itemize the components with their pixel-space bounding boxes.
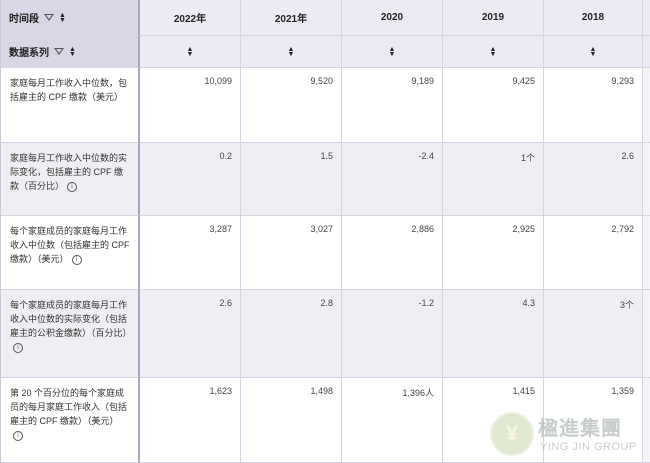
table-cell: -2.4 [342,143,443,216]
column-header-2018[interactable]: 2018 [544,0,643,36]
table-cell: 2.6 [544,143,643,216]
table-cell: 3个 [544,290,643,378]
row-label: 每个家庭成员的家庭每月工作收入中位数（包括雇主的 CPF 缴款）（美元） i [1,216,140,290]
filter-icon[interactable] [44,14,54,21]
sort-icon[interactable]: ▲ ▼ [59,11,66,24]
table-cell: 1,623 [140,378,241,463]
filter-icon[interactable] [54,48,64,55]
column-header-2022[interactable]: 2022年 [140,0,241,36]
info-icon[interactable]: i [67,181,78,192]
table-cell: 3,027 [241,216,342,290]
sort-cell-2022[interactable]: ▲ ▼ [140,36,241,68]
sort-icon[interactable]: ▲ ▼ [489,45,497,58]
watermark-en: YING JIN GROUP [540,441,637,453]
info-icon[interactable]: i [13,342,23,353]
table-cell: 1,498 [241,378,342,463]
column-header-2019[interactable]: 2019 [443,0,544,36]
table-cell: 2.8 [241,290,342,378]
row-overflow [643,68,650,143]
table-cell: -1.2 [342,290,443,378]
sort-icon[interactable]: ▲ ▼ [589,45,597,58]
period-header-label: 时间段 [9,14,39,25]
sort-cell-2021[interactable]: ▲ ▼ [241,36,342,68]
watermark-logo: 楹進集團 YING JIN GROUP [490,408,650,462]
table-cell: 2.6 [140,290,241,378]
table-cell: 1,396人 [342,378,443,463]
table-cell: 2,886 [342,216,443,290]
sort-icon[interactable]: ▲ ▼ [186,45,194,58]
row-overflow [643,290,650,378]
table-cell: 9,293 [544,68,643,143]
sort-icon[interactable]: ▲ ▼ [388,45,396,58]
sort-cell-2019[interactable]: ▲ ▼ [443,36,544,68]
table-cell: 4.3 [443,290,544,378]
table-cell: 2,792 [544,216,643,290]
table-cell: 9,425 [443,68,544,143]
header-overflow [643,0,650,36]
table-cell: 9,520 [241,68,342,143]
table-cell: 9,189 [342,68,443,143]
sort-icon[interactable]: ▲ ▼ [69,45,76,58]
sort-cell-2020[interactable]: ▲ ▼ [342,36,443,68]
coin-icon [490,412,534,456]
header-overflow [643,36,650,68]
column-header-2021[interactable]: 2021年 [241,0,342,36]
sort-icon[interactable]: ▲ ▼ [287,45,295,58]
series-header[interactable]: 数据系列 ▲ ▼ [1,36,140,68]
table-cell: 10,099 [140,68,241,143]
row-label: 家庭每月工作收入中位数，包括雇主的 CPF 缴款（美元） [1,68,140,143]
row-overflow [643,216,650,290]
period-header[interactable]: 时间段 ▲ ▼ [1,0,140,36]
row-overflow [643,143,650,216]
table-cell: 1个 [443,143,544,216]
table-cell: 1,359 [544,378,643,463]
row-label: 家庭每月工作收入中位数的实际变化，包括雇主的 CPF 缴款（百分比） i [1,143,140,216]
info-icon[interactable]: i [71,254,82,265]
row-label: 第 20 个百分位的每个家庭成员的每月家庭工作收入（包括雇主的 CPF 缴款）（… [1,378,140,463]
watermark-cn: 楹進集團 [538,418,622,440]
table-cell: 3,287 [140,216,241,290]
row-label: 每个家庭成员的家庭每月工作收入中位数的实际变化（包括雇主的公积金缴款）（百分比）… [1,290,140,378]
sort-cell-2018[interactable]: ▲ ▼ [544,36,643,68]
series-header-label: 数据系列 [9,48,49,59]
info-icon[interactable]: i [13,430,23,441]
table-cell: 0.2 [140,143,241,216]
column-header-2020[interactable]: 2020 [342,0,443,36]
table-cell: 2,925 [443,216,544,290]
table-cell: 1.5 [241,143,342,216]
